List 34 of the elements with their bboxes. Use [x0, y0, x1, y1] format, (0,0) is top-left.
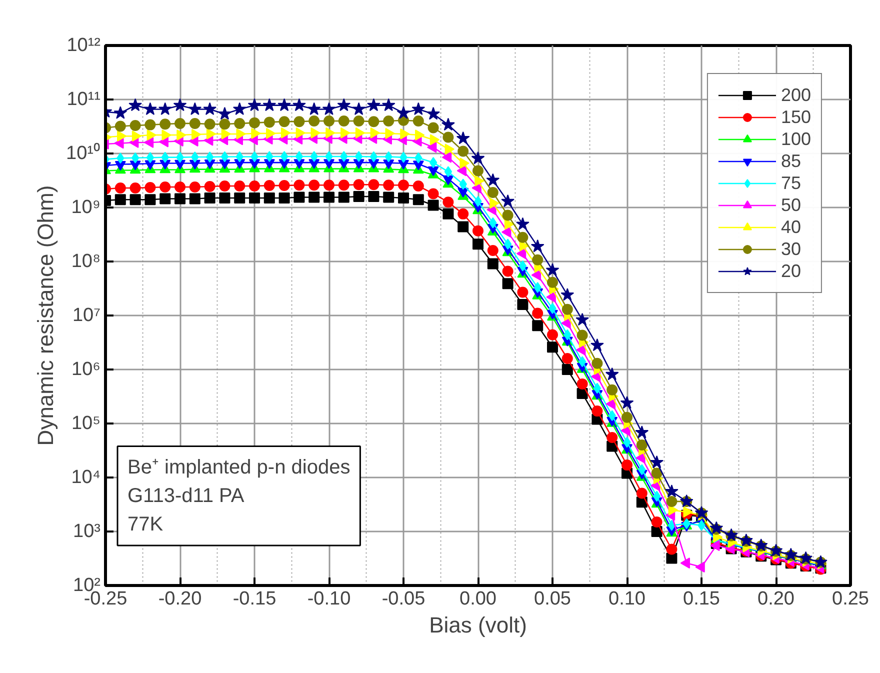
x-tick-label: 0.15	[683, 588, 720, 610]
y-tick-label: 10¹¹	[66, 89, 101, 110]
x-tick-label: 0.00	[460, 588, 496, 610]
x-tick-label: -0.20	[158, 588, 202, 610]
x-tick-label: -0.05	[382, 588, 426, 610]
x-tick-label: 0.25	[832, 588, 869, 610]
y-tick-label: 10¹⁰	[66, 142, 101, 164]
legend-label: 85	[780, 150, 801, 172]
legend-label: 150	[780, 106, 811, 128]
x-axis-title: Bias (volt)	[429, 612, 527, 638]
y-tick-label: 10⁵	[71, 413, 101, 434]
x-tick-label: -0.15	[232, 588, 276, 610]
x-tick-label: -0.10	[307, 588, 351, 610]
legend-label: 100	[780, 128, 811, 150]
x-tick-label: 0.20	[758, 588, 794, 610]
y-tick-label: 10¹²	[66, 35, 101, 56]
annotation: 77K	[128, 514, 164, 536]
legend-label: 30	[780, 238, 801, 260]
y-tick-label: 10⁶	[72, 359, 101, 380]
legend-label: 40	[780, 216, 801, 238]
legend-label: 200	[780, 84, 811, 106]
y-axis-title: Dynamic resistance (Ohm)	[33, 185, 58, 446]
legend-label: 50	[780, 194, 801, 216]
legend-label: 20	[780, 260, 801, 282]
legend-label: 75	[780, 172, 801, 194]
x-tick-label: 0.05	[534, 588, 571, 610]
annotation: G113-d11 PA	[128, 484, 245, 507]
y-tick-label: 10⁹	[71, 197, 101, 218]
y-tick-label: 10⁴	[71, 467, 101, 488]
y-tick-label: 10⁸	[71, 251, 101, 272]
annotation: Be⁺ implanted p-n diodes	[128, 456, 350, 478]
y-tick-label: 10³	[73, 521, 101, 542]
x-tick-label: 0.10	[608, 588, 646, 610]
y-tick-label: 10⁷	[72, 305, 101, 326]
